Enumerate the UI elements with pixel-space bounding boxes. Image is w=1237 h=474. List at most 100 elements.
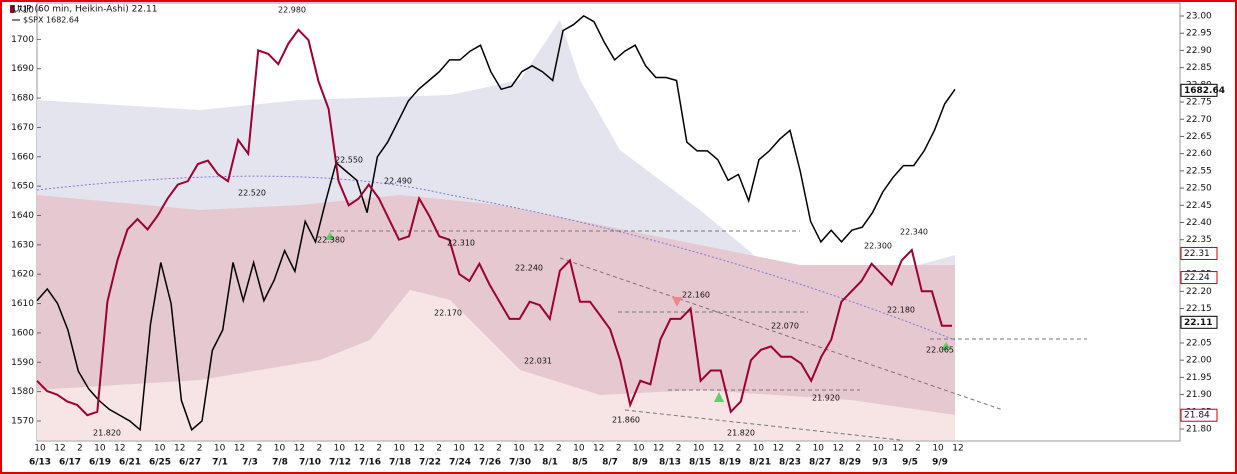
x-hour-label: 12	[833, 444, 844, 454]
x-date-label: 6/27	[179, 458, 201, 468]
x-date-label: 7/18	[389, 458, 411, 468]
price-box	[1180, 246, 1218, 260]
y2-tick-label: 22.90	[1186, 46, 1212, 56]
lower-band	[37, 290, 955, 440]
x-date-label: 6/21	[119, 458, 141, 468]
y2-tick-label: 21.90	[1186, 390, 1212, 400]
annotation: 21.820	[93, 429, 121, 438]
x-hour-label: 10	[34, 444, 46, 454]
y2-tick-label: 22.60	[1186, 149, 1212, 159]
x-hour-label: 12	[354, 444, 365, 454]
x-hour-label: 2	[676, 444, 682, 454]
x-hour-label: 2	[496, 444, 502, 454]
y2-tick-label: 22.05	[1186, 338, 1212, 348]
x-hour-label: 10	[813, 444, 825, 454]
legend-swatch	[10, 5, 14, 13]
annotation: 21.820	[727, 429, 755, 438]
x-hour-label: 2	[77, 444, 83, 454]
price-box-label: 1682.64	[1184, 86, 1225, 96]
x-date-label: 8/5	[572, 458, 588, 468]
x-hour-label: 12	[174, 444, 185, 454]
x-hour-label: 10	[274, 444, 286, 454]
x-hour-label: 10	[94, 444, 106, 454]
x-hour-label: 12	[952, 444, 963, 454]
x-date-label: 6/13	[29, 458, 51, 468]
x-date-label: 7/12	[329, 458, 351, 468]
x-hour-label: 2	[855, 444, 861, 454]
spx-line	[36, 14, 956, 432]
band	[37, 195, 955, 415]
y-tick-label: 1680	[11, 94, 34, 104]
y-tick-label: 1630	[11, 240, 34, 250]
x-hour-label: 12	[773, 444, 784, 454]
x-date-label: 8/1	[542, 458, 558, 468]
x-hour-label: 2	[556, 444, 562, 454]
annotation: 22.065	[926, 346, 954, 355]
price-box	[1180, 408, 1218, 422]
y-tick-label: 1710	[11, 6, 34, 16]
x-date-label: 7/1	[212, 458, 228, 468]
x-hour-label: 12	[593, 444, 604, 454]
x-hour-label: 2	[616, 444, 622, 454]
x-hour-label: 10	[573, 444, 585, 454]
x-date-label: 7/30	[509, 458, 531, 468]
annotation: 22.070	[771, 322, 799, 331]
annotation: 22.380	[317, 236, 345, 245]
x-hour-label: 12	[294, 444, 305, 454]
y2-tick-label: 22.35	[1186, 235, 1212, 245]
annotation: 22.490	[384, 177, 412, 186]
legend-uup: UUP (60 min, Heikin-Ashi) 22.11	[13, 5, 157, 15]
x-hour-label: 10	[872, 444, 884, 454]
x-date-label: 9/5	[902, 458, 918, 468]
annotation: 22.550	[335, 156, 363, 165]
y2-tick-label: 21.95	[1186, 373, 1212, 383]
x-date-label: 7/8	[272, 458, 288, 468]
x-date-label: 6/17	[59, 458, 81, 468]
x-hour-label: 10	[513, 444, 525, 454]
x-hour-label: 12	[533, 444, 544, 454]
x-hour-label: 2	[317, 444, 323, 454]
x-hour-label: 10	[693, 444, 705, 454]
x-hour-label: 10	[633, 444, 645, 454]
x-date-label: 7/26	[479, 458, 501, 468]
y2-tick-label: 21.80	[1186, 425, 1212, 435]
x-date-label: 7/24	[449, 458, 471, 468]
annotation: 22.170	[434, 309, 462, 318]
y2-tick-label: 22.50	[1186, 184, 1212, 194]
x-hour-label: 2	[137, 444, 143, 454]
x-hour-label: 10	[932, 444, 944, 454]
y2-tick-label: 22.45	[1186, 201, 1212, 211]
price-box-label: 22.31	[1184, 249, 1210, 259]
x-hour-label: 12	[653, 444, 664, 454]
y2-tick-label: 22.20	[1186, 287, 1212, 297]
y-tick-label: 1640	[11, 211, 34, 221]
x-date-label: 8/15	[689, 458, 711, 468]
price-box-label: 22.11	[1184, 318, 1212, 328]
midline	[36, 175, 956, 341]
x-hour-label: 2	[257, 444, 263, 454]
annotation: 22.031	[524, 357, 552, 366]
y2-tick-label: 23.00	[1186, 12, 1212, 22]
down-arrow	[672, 297, 682, 307]
price-box	[1180, 83, 1218, 97]
x-hour-label: 2	[376, 444, 382, 454]
x-date-label: 6/25	[149, 458, 171, 468]
x-date-label: 8/7	[602, 458, 618, 468]
uup-line	[36, 28, 952, 417]
price-box	[1180, 271, 1218, 285]
y2-tick-label: 22.75	[1186, 98, 1212, 108]
annotation: 22.300	[864, 242, 892, 251]
y2-tick-label: 22.65	[1186, 132, 1212, 142]
annotation: 22.240	[515, 264, 543, 273]
x-hour-label: 12	[892, 444, 903, 454]
y-tick-label: 1700	[11, 35, 34, 45]
x-date-label: 8/9	[632, 458, 648, 468]
x-date-label: 7/16	[359, 458, 381, 468]
x-hour-label: 10	[154, 444, 166, 454]
x-hour-label: 10	[393, 444, 405, 454]
y-tick-label: 1670	[11, 123, 34, 133]
y-tick-label: 1650	[11, 182, 34, 192]
x-date-label: 6/19	[89, 458, 111, 468]
x-hour-label: 10	[753, 444, 765, 454]
x-hour-label: 2	[915, 444, 921, 454]
